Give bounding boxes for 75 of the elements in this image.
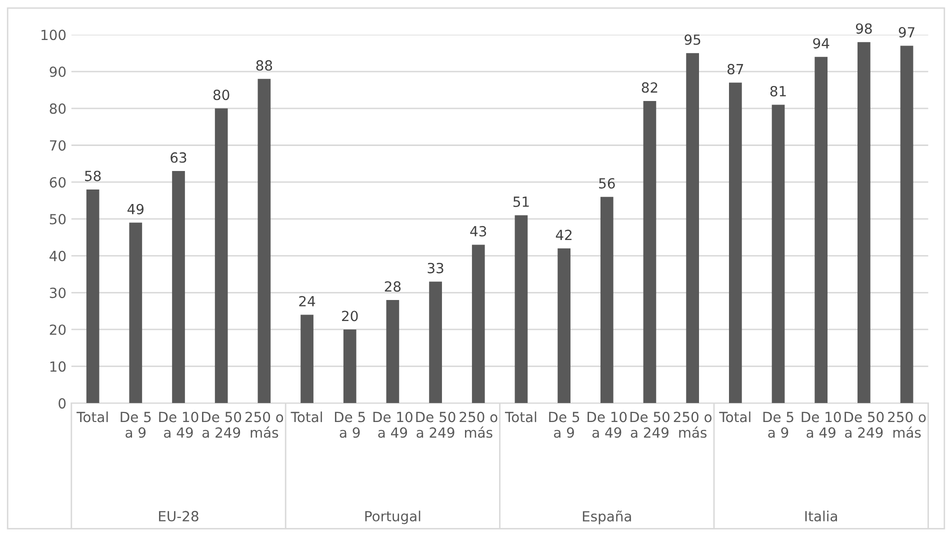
x-tick-label: De 10 a 49 [588, 412, 627, 438]
data-label: 56 [599, 178, 615, 189]
bar [686, 53, 700, 404]
data-label: 82 [642, 82, 658, 93]
x-tick-label: De 50 a 249 [416, 412, 456, 438]
data-label: 63 [170, 152, 186, 163]
data-label: 33 [428, 262, 444, 274]
data-label: 88 [256, 60, 272, 71]
x-tick-label: 250 o más [245, 412, 284, 438]
data-label: 81 [770, 86, 786, 96]
y-tick-label: 50 [50, 214, 66, 224]
data-label: 97 [898, 27, 914, 38]
bar [900, 46, 914, 404]
data-label: 87 [728, 64, 744, 74]
y-tick-label: 0 [58, 398, 66, 409]
y-tick-label: 20 [50, 324, 66, 335]
bar [172, 171, 185, 404]
x-tick-label: Total [504, 412, 536, 422]
data-label: 98 [856, 23, 872, 34]
x-tick-label: De 5 a 9 [763, 412, 794, 438]
bar [429, 282, 442, 404]
x-tick-label: 250 o más [888, 412, 926, 438]
x-tick-label: Total [290, 412, 322, 422]
x-tick-label: De 10 a 49 [159, 412, 198, 438]
bar [514, 215, 528, 404]
x-tick-label: De 5 a 9 [549, 412, 580, 438]
y-tick-label: 60 [50, 177, 66, 188]
text: EU-28 [159, 510, 198, 522]
bar [214, 108, 228, 404]
x-tick-label: De 10 a 49 [373, 412, 412, 438]
data-label: 95 [684, 34, 700, 45]
bar [129, 222, 142, 404]
bar [643, 101, 656, 404]
x-tick-label: De 10 a 49 [802, 412, 841, 438]
data-label: 80 [213, 90, 230, 100]
text: Portugal [365, 510, 420, 524]
text: España [582, 510, 631, 524]
x-tick-label: De 5 a 9 [334, 412, 365, 438]
bar [86, 189, 100, 404]
text: Italia [805, 510, 837, 522]
x-tick-label: Total [719, 412, 750, 422]
bar [858, 42, 870, 404]
x-tick-label: De 50 a 249 [844, 412, 884, 438]
bar [772, 104, 785, 404]
bar [558, 248, 570, 404]
bar [600, 196, 614, 404]
bar [472, 244, 485, 404]
data-label: 42 [556, 230, 572, 240]
bar [728, 82, 742, 404]
data-label: 49 [128, 204, 144, 214]
y-tick-label: 40 [50, 250, 66, 262]
data-label: 24 [299, 296, 316, 306]
x-tick-label: De 50 a 249 [630, 412, 670, 438]
bar [386, 300, 400, 404]
y-tick-label: 10 [50, 361, 66, 372]
bar [258, 78, 271, 404]
bar [300, 314, 314, 404]
y-tick-label: 70 [50, 140, 66, 151]
x-tick-label: De 50 a 249 [202, 412, 242, 438]
data-label: 28 [384, 281, 401, 292]
y-tick-label: 80 [50, 103, 66, 114]
data-label: 94 [813, 38, 830, 49]
data-label: 20 [342, 310, 358, 322]
y-tick-label: 100 [42, 30, 66, 40]
bar [814, 56, 828, 404]
data-label: 51 [513, 196, 529, 208]
x-tick-label: 250 o más [674, 412, 712, 438]
bar [343, 329, 356, 404]
data-label: 58 [85, 170, 101, 182]
x-tick-label: Total [76, 412, 108, 422]
y-tick-label: 90 [50, 66, 66, 78]
data-label: 43 [470, 226, 486, 236]
y-tick-label: 30 [50, 288, 66, 298]
x-tick-label: 250 o más [460, 412, 498, 438]
x-tick-label: De 5 a 9 [120, 412, 151, 438]
